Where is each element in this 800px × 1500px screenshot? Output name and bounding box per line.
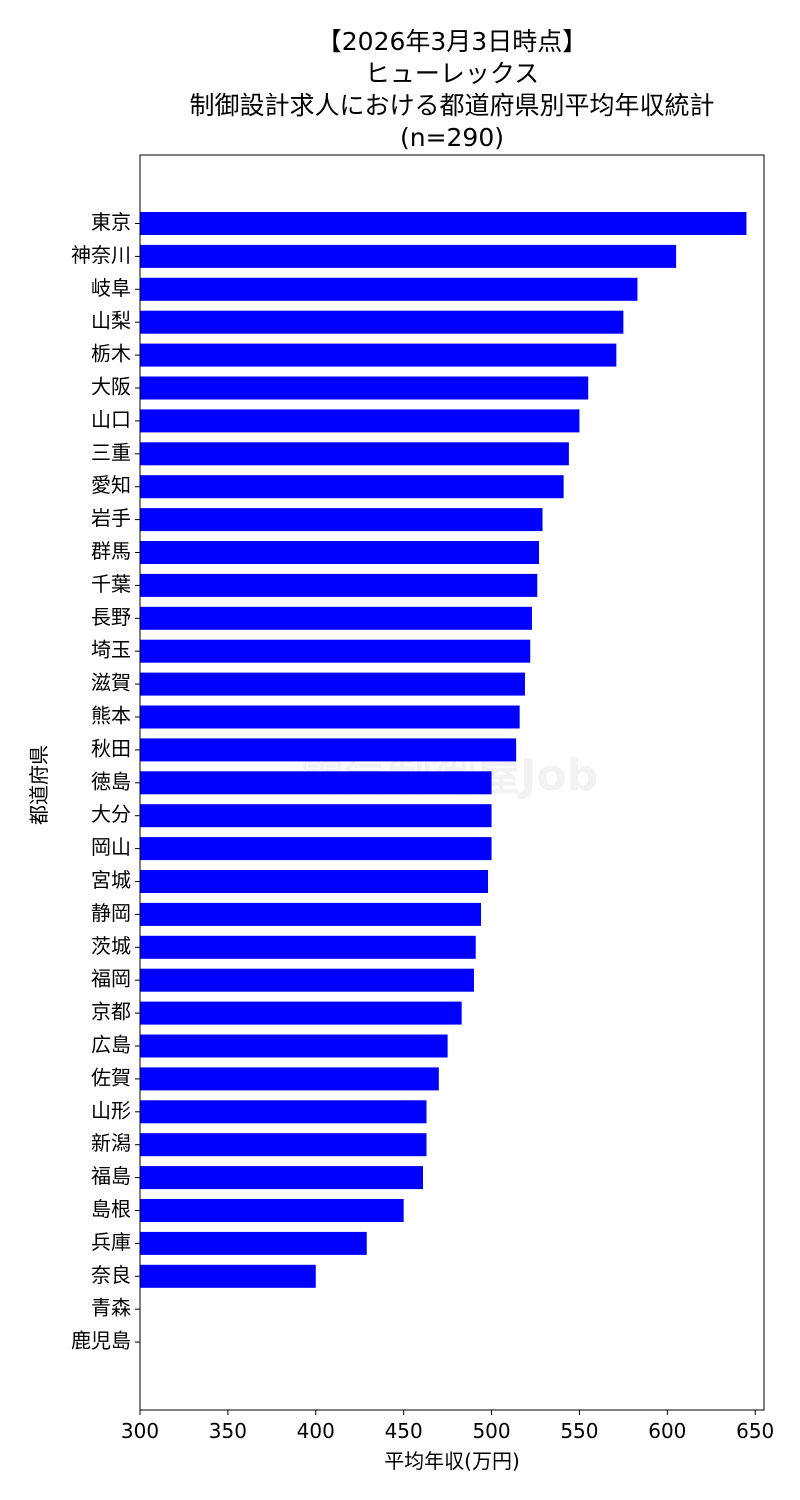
bar-1 — [140, 244, 677, 268]
category-label: 神奈川 — [71, 243, 131, 267]
category-label: 埼玉 — [91, 638, 131, 662]
category-labels: 東京神奈川岐阜山梨栃木大阪山口三重愛知岩手群馬千葉長野埼玉滋賀熊本秋田徳島大分岡… — [71, 210, 140, 1353]
category-label: 山形 — [91, 1098, 131, 1122]
bar-22 — [140, 935, 476, 959]
bar-11 — [140, 573, 538, 597]
category-label: 群馬 — [91, 539, 131, 563]
category-label: 熊本 — [91, 704, 131, 728]
x-tick-label: 500 — [472, 1419, 510, 1443]
bar-9 — [140, 508, 543, 532]
bar-3 — [140, 310, 624, 334]
category-label: 岐阜 — [91, 276, 131, 300]
bar-28 — [140, 1133, 427, 1157]
bar-6 — [140, 409, 580, 433]
category-label: 宮城 — [91, 868, 131, 892]
x-tick-label: 550 — [560, 1419, 598, 1443]
category-label: 長野 — [91, 605, 131, 629]
bar-7 — [140, 442, 569, 466]
bar-4 — [140, 343, 617, 367]
bar-5 — [140, 376, 589, 400]
category-label: 徳島 — [91, 769, 131, 793]
category-label: 山口 — [91, 407, 131, 431]
plot-frame — [139, 154, 765, 1411]
x-tick-label: 450 — [385, 1419, 423, 1443]
bar-25 — [140, 1034, 448, 1058]
category-label: 鹿児島 — [71, 1329, 131, 1353]
category-label: 栃木 — [91, 342, 131, 366]
category-label: 佐賀 — [91, 1065, 131, 1089]
category-label: 福島 — [91, 1164, 131, 1188]
bar-21 — [140, 902, 482, 926]
bars-group — [140, 212, 747, 1288]
title-line-2: ヒューレックス — [365, 59, 539, 88]
chart-title: 【2026年3月3日時点】 ヒューレックス 制御設計求人における都道府県別平均年… — [189, 27, 714, 152]
bar-20 — [140, 870, 489, 893]
bar-18 — [140, 804, 492, 828]
category-label: 千葉 — [91, 572, 131, 596]
y-axis-label: 都道府県 — [27, 745, 51, 825]
bar-24 — [140, 1001, 462, 1025]
bar-29 — [140, 1166, 423, 1190]
category-label: 山梨 — [91, 309, 131, 333]
category-label: 広島 — [91, 1033, 131, 1057]
title-line-4: (n=290) — [400, 123, 504, 152]
x-tick-label: 350 — [209, 1419, 247, 1443]
bar-15 — [140, 705, 520, 729]
bar-30 — [140, 1199, 404, 1222]
bar-32 — [140, 1264, 316, 1288]
title-line-1: 【2026年3月3日時点】 — [317, 27, 587, 56]
bar-12 — [140, 606, 532, 630]
bar-2 — [140, 277, 638, 301]
bar-10 — [140, 541, 540, 564]
bar-19 — [140, 837, 492, 861]
category-label: 三重 — [91, 440, 131, 464]
bar-0 — [140, 212, 747, 235]
bar-16 — [140, 738, 517, 762]
bar-8 — [140, 475, 564, 499]
category-label: 滋賀 — [91, 671, 131, 695]
category-label: 茨城 — [91, 934, 131, 958]
category-label: 静岡 — [91, 901, 131, 925]
bar-26 — [140, 1067, 439, 1091]
title-line-3: 制御設計求人における都道府県別平均年収統計 — [189, 91, 714, 120]
category-label: 青森 — [91, 1296, 131, 1320]
x-tick-label: 600 — [648, 1419, 686, 1443]
bar-31 — [140, 1231, 367, 1255]
x-tick-label: 300 — [121, 1419, 159, 1443]
category-label: 兵庫 — [91, 1230, 131, 1254]
bar-13 — [140, 639, 531, 663]
category-label: 大阪 — [91, 375, 131, 399]
category-label: 東京 — [91, 210, 131, 234]
x-axis-ticks: 300 350 400 450 500 550 600 650 — [121, 1410, 774, 1443]
category-label: 奈良 — [91, 1263, 131, 1287]
category-label: 大分 — [91, 802, 131, 826]
bar-23 — [140, 968, 474, 992]
bar-14 — [140, 672, 525, 696]
category-label: 岡山 — [91, 835, 131, 859]
bar-17 — [140, 771, 492, 795]
category-label: 秋田 — [91, 736, 131, 760]
category-label: 京都 — [91, 1000, 131, 1024]
bar-27 — [140, 1100, 427, 1124]
x-tick-label: 650 — [736, 1419, 774, 1443]
category-label: 岩手 — [91, 506, 131, 530]
category-label: 福岡 — [91, 967, 131, 991]
category-label: 島根 — [91, 1197, 131, 1221]
category-label: 新潟 — [91, 1131, 131, 1155]
category-label: 愛知 — [91, 473, 131, 497]
x-axis-label: 平均年収(万円) — [384, 1449, 520, 1473]
x-tick-label: 400 — [297, 1419, 335, 1443]
